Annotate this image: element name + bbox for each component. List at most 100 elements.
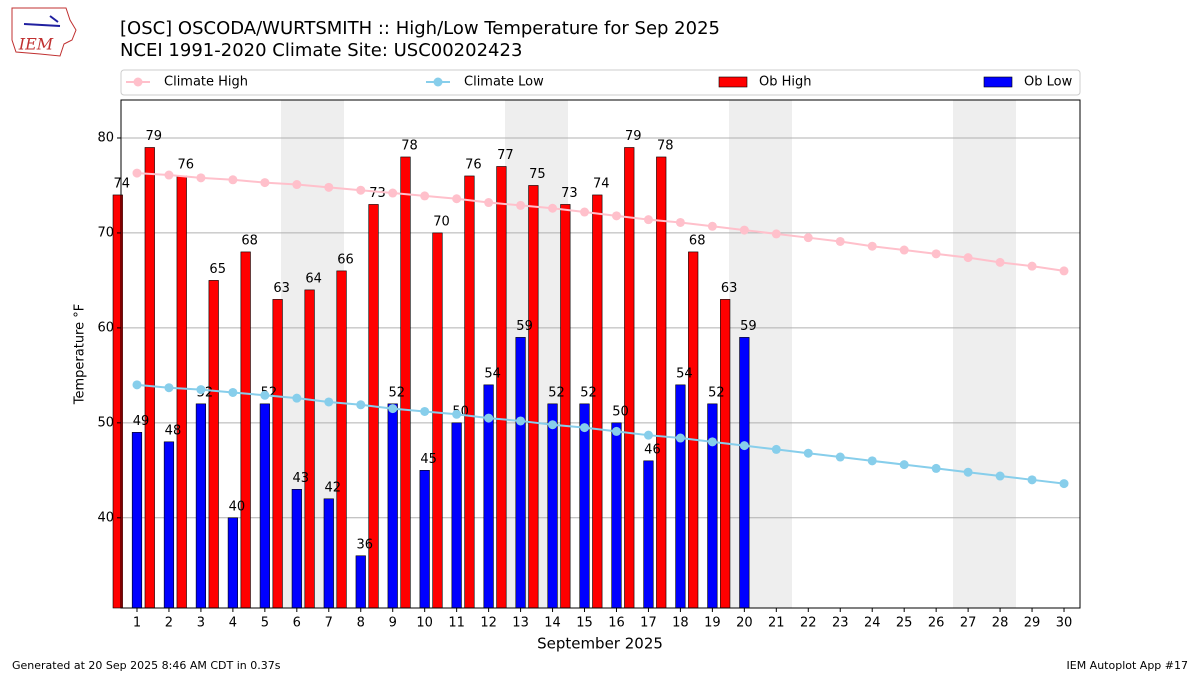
marker [707,437,717,447]
marker [899,460,909,470]
legend-label: Climate Low [464,75,544,90]
x-tick-label: 24 [864,616,881,631]
x-tick-label: 25 [896,616,913,631]
bar [592,194,603,609]
bar [720,299,731,609]
y-tick-label: 70 [97,225,114,240]
legend-box [120,69,1081,96]
legend-label: Ob Low [1024,75,1073,90]
marker [292,393,302,403]
footer-right: IEM Autoplot App #17 [1067,659,1189,672]
x-tick-label: 3 [197,616,205,631]
x-tick-label: 6 [293,616,301,631]
bar [355,555,366,609]
value-label: 59 [740,319,757,334]
x-tick-label: 21 [768,616,785,631]
value-label: 78 [657,138,674,153]
logo-icon [23,15,61,27]
marker [228,387,238,397]
x-tick-label: 8 [357,616,365,631]
marker [995,471,1005,481]
value-label: 77 [497,148,514,163]
x-tick-label: 23 [832,616,849,631]
x-tick-label: 1 [133,616,141,631]
bar [656,156,667,609]
y-axis-label: Temperature °F [73,304,88,405]
value-label: 52 [388,385,405,400]
x-tick-label: 28 [992,616,1009,631]
logo-text: IEM [18,35,54,54]
marker [484,413,494,423]
value-label: 48 [165,423,182,438]
marker [484,198,494,208]
value-label: 75 [529,167,546,182]
x-tick-label: 4 [229,616,237,631]
bar [144,147,155,609]
bar [739,337,750,609]
marker [931,249,941,259]
marker [803,448,813,458]
legend-swatch [983,76,1013,88]
x-tick-label: 30 [1056,616,1073,631]
bar [112,194,123,609]
marker [388,188,398,198]
value-label: 79 [625,129,642,144]
shade [953,100,1016,608]
value-label: 66 [337,252,354,267]
value-label: 52 [548,385,565,400]
value-label: 40 [229,499,246,514]
value-label: 70 [433,214,450,229]
x-tick-label: 15 [576,616,593,631]
bar [272,299,283,609]
value-label: 74 [593,176,610,191]
marker [771,444,781,454]
x-tick-label: 14 [544,616,561,631]
legend-label: Climate High [164,75,248,90]
marker [1059,266,1069,276]
bar [291,489,302,609]
marker [516,200,526,210]
value-label: 79 [145,129,162,144]
legend-label: Ob High [759,75,812,90]
x-tick-label: 17 [640,616,657,631]
value-label: 49 [133,414,150,429]
value-label: 50 [612,404,629,419]
value-label: 73 [561,186,578,201]
legend-swatch [718,76,748,88]
marker [867,241,877,251]
marker [324,182,334,192]
marker [611,211,621,221]
legend-marker [133,77,143,87]
bar [163,441,175,609]
value-label: 46 [644,442,661,457]
bar [432,232,443,609]
marker [1027,261,1037,271]
bar [336,270,347,609]
value-label: 63 [721,281,738,296]
footer-left: Generated at 20 Sep 2025 8:46 AM CDT in … [12,659,281,672]
value-label: 52 [708,385,725,400]
marker [580,423,590,433]
marker [452,409,462,419]
marker [260,178,270,188]
value-label: 76 [465,157,482,172]
bar [579,403,590,609]
marker [452,194,462,204]
x-tick-label: 16 [608,616,625,631]
bar [560,204,571,609]
marker [548,203,558,213]
marker [228,175,238,185]
marker [580,207,590,217]
marker [132,380,142,390]
marker [835,452,845,462]
x-tick-label: 20 [736,616,753,631]
marker [803,233,813,243]
bar [515,337,526,609]
bar [675,384,686,609]
value-label: 52 [580,385,597,400]
marker [164,383,174,393]
bar [304,289,315,609]
marker [739,441,749,451]
marker [292,180,302,190]
